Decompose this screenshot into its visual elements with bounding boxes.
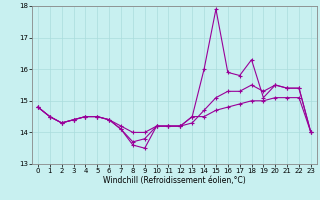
X-axis label: Windchill (Refroidissement éolien,°C): Windchill (Refroidissement éolien,°C): [103, 176, 246, 185]
